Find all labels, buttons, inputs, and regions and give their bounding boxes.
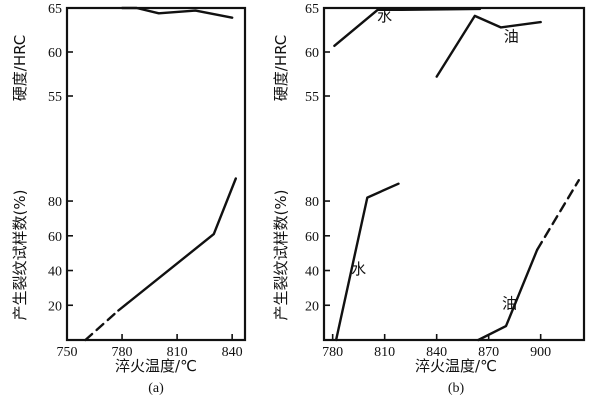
panel-b-top-ytick-label-2: 65: [305, 2, 319, 17]
panel-a-bottom-ylabel: 产生裂纹试样数(%): [11, 190, 29, 321]
panel-b-xlabel: 淬火温度/℃: [415, 357, 497, 375]
panel-b-bottom-ytick-label-1: 40: [305, 265, 319, 280]
panel-a-bottom-ytick-label-1: 40: [48, 265, 62, 280]
panel-b-bottom-series-2: [536, 178, 580, 251]
panel-b-bottom-series-1: [477, 248, 539, 342]
panel-a-marks: 750 780 810 840 55 60 65 20 40 60 80: [48, 2, 243, 360]
panel-b-bottom-ytick-label-3: 80: [305, 195, 319, 210]
panel-b-xtick-label-4: 900: [530, 345, 551, 360]
panel-b-bottom-ylabel: 产生裂纹试样数(%): [272, 190, 290, 321]
panel-a-bottom-series-1: [117, 177, 238, 312]
panel-a-bottom-ytick-label-2: 60: [48, 230, 62, 245]
panel-b-bottom-ytick-label-2: 60: [305, 230, 319, 245]
panel-a-top-series-0: [120, 6, 234, 19]
panel-a-xtick-label-3: 840: [222, 345, 243, 360]
panel-a-bottom-ytick-label-0: 20: [48, 299, 62, 314]
panel-b-xtick-label-1: 810: [374, 345, 395, 360]
panel-a-xtick-label-0: 750: [57, 345, 78, 360]
panel-a: 750 780 810 840 55 60 65 20 40 60 80 硬度/HRC 产生裂纹试样…: [11, 2, 247, 396]
panel-b-series-label-3: 油: [502, 295, 517, 313]
panel-b-series-label-2: 水: [351, 260, 366, 278]
panel-b-top-series-0: [333, 7, 482, 47]
panel-b-top-ylabel: 硬度/HRC: [272, 35, 290, 101]
panel-a-xlabel: 淬火温度/℃: [115, 357, 197, 375]
panel-a-top-ytick-label-0: 55: [48, 90, 62, 105]
panel-a-frame: [65, 6, 247, 342]
panel-b-xtick-label-3: 870: [478, 345, 499, 360]
panel-b-xtick-label-0: 780: [322, 345, 343, 360]
panel-b-caption: (b): [448, 381, 465, 396]
panel-b-xtick-label-2: 840: [426, 345, 447, 360]
panel-b-series-label-1: 油: [504, 27, 519, 45]
panel-b-bottom-ytick-label-0: 20: [305, 299, 319, 314]
panel-b-top-series-1: [435, 14, 542, 78]
panel-a-xtick-label-2: 810: [167, 345, 188, 360]
panel-a-bottom-series-0: [84, 309, 120, 342]
panel-a-top-ylabel: 硬度/HRC: [11, 35, 29, 101]
panel-a-caption: (a): [148, 381, 164, 396]
panel-a-top-ytick-label-2: 65: [48, 2, 62, 17]
panel-b-bottom-series-0: [334, 182, 400, 342]
panel-b-top-ytick-label-0: 55: [305, 90, 319, 105]
panel-b-top-ytick-label-1: 60: [305, 46, 319, 61]
panel-a-xtick-label-1: 780: [112, 345, 133, 360]
panel-a-top-ytick-label-1: 60: [48, 46, 62, 61]
panel-a-bottom-ytick-label-3: 80: [48, 195, 62, 210]
panel-b-series-label-0: 水: [377, 7, 392, 25]
panel-b-frame: [322, 6, 586, 342]
